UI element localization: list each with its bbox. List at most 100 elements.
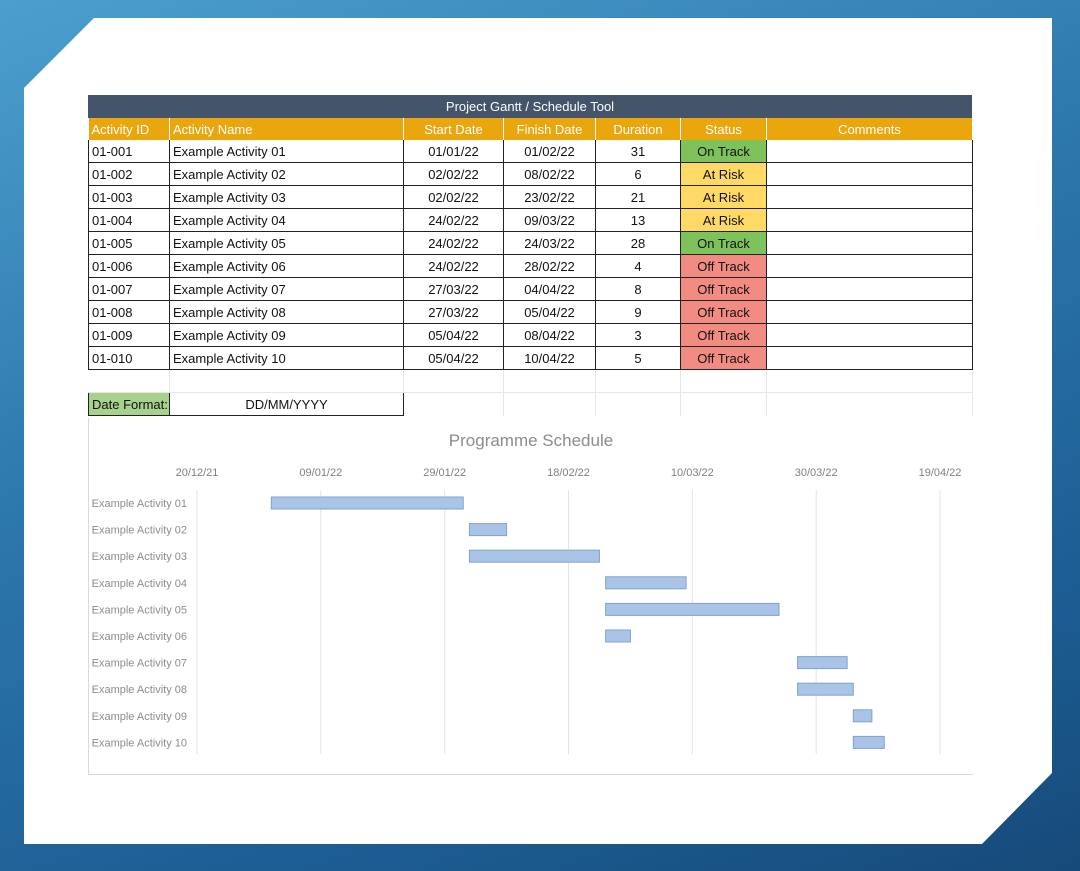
- blank-cell[interactable]: [766, 369, 973, 393]
- cell-activity-name[interactable]: Example Activity 08: [169, 300, 404, 324]
- gantt-bar[interactable]: [852, 735, 885, 749]
- cell-finish-date[interactable]: 04/04/22: [503, 277, 596, 301]
- cell-activity-id[interactable]: 01-002: [88, 162, 170, 186]
- blank-cell[interactable]: [680, 392, 767, 416]
- cell-activity-name[interactable]: Example Activity 02: [169, 162, 404, 186]
- date-format-value[interactable]: DD/MM/YYYY: [169, 392, 404, 416]
- cell-comments[interactable]: [766, 277, 973, 301]
- header-activity-id[interactable]: Activity ID: [88, 118, 170, 140]
- header-comments[interactable]: Comments: [766, 118, 973, 140]
- blank-cell[interactable]: [680, 369, 767, 393]
- cell-comments[interactable]: [766, 208, 973, 232]
- cell-activity-name[interactable]: Example Activity 07: [169, 277, 404, 301]
- cell-activity-name[interactable]: Example Activity 01: [169, 140, 404, 163]
- cell-activity-id[interactable]: 01-003: [88, 185, 170, 209]
- cell-activity-id[interactable]: 01-004: [88, 208, 170, 232]
- header-duration[interactable]: Duration: [595, 118, 681, 140]
- header-activity-name[interactable]: Activity Name: [169, 118, 404, 140]
- cell-comments[interactable]: [766, 346, 973, 370]
- cell-status[interactable]: On Track: [680, 231, 767, 255]
- cell-duration[interactable]: 4: [595, 254, 681, 278]
- cell-status[interactable]: Off Track: [680, 346, 767, 370]
- cell-activity-id[interactable]: 01-006: [88, 254, 170, 278]
- cell-activity-id[interactable]: 01-007: [88, 277, 170, 301]
- cell-status[interactable]: At Risk: [680, 185, 767, 209]
- cell-duration[interactable]: 6: [595, 162, 681, 186]
- cell-status[interactable]: At Risk: [680, 162, 767, 186]
- cell-start-date[interactable]: 01/01/22: [403, 140, 504, 163]
- header-start-date[interactable]: Start Date: [403, 118, 504, 140]
- gantt-bar[interactable]: [852, 709, 873, 723]
- header-status[interactable]: Status: [680, 118, 767, 140]
- cell-finish-date[interactable]: 23/02/22: [503, 185, 596, 209]
- cell-start-date[interactable]: 24/02/22: [403, 254, 504, 278]
- cell-finish-date[interactable]: 08/02/22: [503, 162, 596, 186]
- cell-comments[interactable]: [766, 300, 973, 324]
- cell-comments[interactable]: [766, 162, 973, 186]
- cell-status[interactable]: On Track: [680, 140, 767, 163]
- cell-status[interactable]: At Risk: [680, 208, 767, 232]
- gantt-bar[interactable]: [270, 496, 464, 510]
- header-finish-date[interactable]: Finish Date: [503, 118, 596, 140]
- cell-finish-date[interactable]: 10/04/22: [503, 346, 596, 370]
- gantt-bar[interactable]: [605, 602, 780, 616]
- gantt-bar[interactable]: [797, 656, 848, 670]
- cell-finish-date[interactable]: 09/03/22: [503, 208, 596, 232]
- cell-start-date[interactable]: 27/03/22: [403, 300, 504, 324]
- cell-start-date[interactable]: 02/02/22: [403, 185, 504, 209]
- blank-cell[interactable]: [595, 392, 681, 416]
- gantt-bar[interactable]: [605, 629, 631, 643]
- cell-comments[interactable]: [766, 323, 973, 347]
- cell-activity-name[interactable]: Example Activity 05: [169, 231, 404, 255]
- cell-activity-id[interactable]: 01-008: [88, 300, 170, 324]
- gantt-bar[interactable]: [797, 682, 854, 696]
- cell-activity-name[interactable]: Example Activity 10: [169, 346, 404, 370]
- cell-status[interactable]: Off Track: [680, 277, 767, 301]
- cell-duration[interactable]: 21: [595, 185, 681, 209]
- cell-finish-date[interactable]: 01/02/22: [503, 140, 596, 163]
- cell-comments[interactable]: [766, 185, 973, 209]
- cell-status[interactable]: Off Track: [680, 254, 767, 278]
- cell-comments[interactable]: [766, 254, 973, 278]
- cell-activity-name[interactable]: Example Activity 06: [169, 254, 404, 278]
- cell-activity-id[interactable]: 01-009: [88, 323, 170, 347]
- cell-start-date[interactable]: 05/04/22: [403, 323, 504, 347]
- cell-start-date[interactable]: 24/02/22: [403, 231, 504, 255]
- gantt-chart[interactable]: Programme Schedule 20/12/21 09/01/22 29/01…: [88, 418, 973, 775]
- cell-duration[interactable]: 3: [595, 323, 681, 347]
- cell-comments[interactable]: [766, 140, 973, 163]
- blank-cell[interactable]: [403, 392, 504, 416]
- blank-cell[interactable]: [503, 369, 596, 393]
- blank-cell[interactable]: [503, 392, 596, 416]
- cell-start-date[interactable]: 05/04/22: [403, 346, 504, 370]
- cell-activity-id[interactable]: 01-001: [88, 140, 170, 163]
- blank-cell[interactable]: [403, 369, 504, 393]
- cell-duration[interactable]: 9: [595, 300, 681, 324]
- cell-finish-date[interactable]: 28/02/22: [503, 254, 596, 278]
- cell-duration[interactable]: 8: [595, 277, 681, 301]
- cell-finish-date[interactable]: 05/04/22: [503, 300, 596, 324]
- cell-activity-name[interactable]: Example Activity 04: [169, 208, 404, 232]
- cell-duration[interactable]: 28: [595, 231, 681, 255]
- cell-comments[interactable]: [766, 231, 973, 255]
- blank-cell[interactable]: [169, 369, 404, 393]
- blank-cell[interactable]: [88, 369, 170, 393]
- cell-activity-name[interactable]: Example Activity 09: [169, 323, 404, 347]
- cell-duration[interactable]: 31: [595, 140, 681, 163]
- cell-finish-date[interactable]: 08/04/22: [503, 323, 596, 347]
- cell-status[interactable]: Off Track: [680, 300, 767, 324]
- cell-finish-date[interactable]: 24/03/22: [503, 231, 596, 255]
- cell-activity-id[interactable]: 01-005: [88, 231, 170, 255]
- cell-start-date[interactable]: 24/02/22: [403, 208, 504, 232]
- cell-activity-id[interactable]: 01-010: [88, 346, 170, 370]
- cell-duration[interactable]: 5: [595, 346, 681, 370]
- cell-status[interactable]: Off Track: [680, 323, 767, 347]
- blank-cell[interactable]: [766, 392, 973, 416]
- blank-cell[interactable]: [595, 369, 681, 393]
- gantt-bar[interactable]: [468, 549, 600, 563]
- cell-start-date[interactable]: 27/03/22: [403, 277, 504, 301]
- cell-activity-name[interactable]: Example Activity 03: [169, 185, 404, 209]
- gantt-bar[interactable]: [605, 576, 687, 590]
- gantt-bar[interactable]: [468, 523, 508, 537]
- cell-start-date[interactable]: 02/02/22: [403, 162, 504, 186]
